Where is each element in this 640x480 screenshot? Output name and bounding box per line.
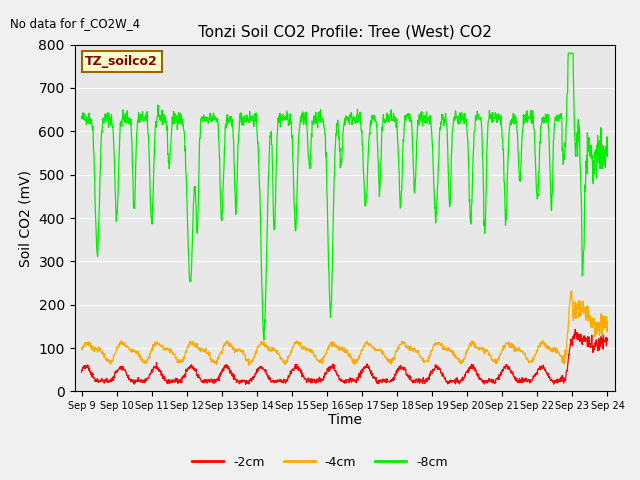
Text: TZ_soilco2: TZ_soilco2 [85,55,158,68]
Legend: -2cm, -4cm, -8cm: -2cm, -4cm, -8cm [187,451,453,474]
X-axis label: Time: Time [328,413,362,427]
Y-axis label: Soil CO2 (mV): Soil CO2 (mV) [19,169,33,266]
Title: Tonzi Soil CO2 Profile: Tree (West) CO2: Tonzi Soil CO2 Profile: Tree (West) CO2 [198,24,492,39]
Text: No data for f_CO2W_4: No data for f_CO2W_4 [10,17,140,30]
